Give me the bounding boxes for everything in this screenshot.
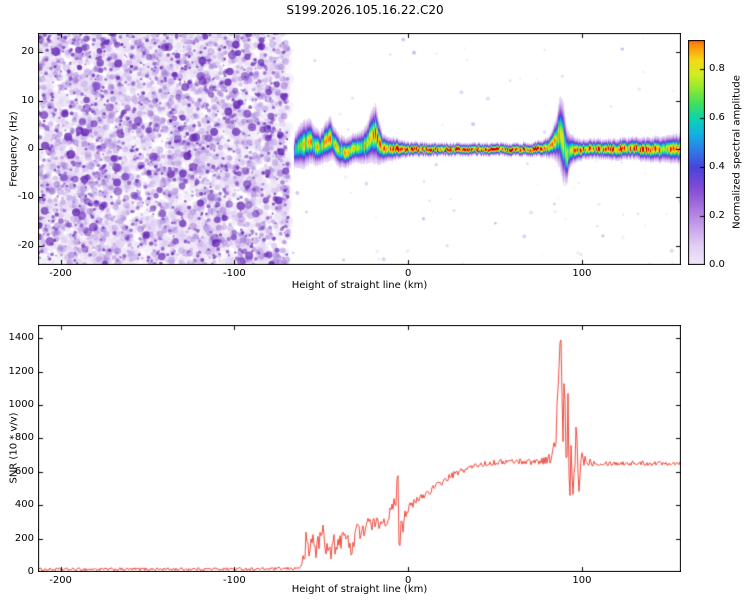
colorbar-tick-label: 0.2 xyxy=(709,210,725,222)
snr-x-axis-label: Height of straight line (km) xyxy=(291,584,428,595)
snr-x-tick-label: 0 xyxy=(404,575,412,586)
snr-y-tick-label: 600 xyxy=(14,465,34,477)
spectrogram-x-tick-label: -200 xyxy=(49,268,72,279)
spectrogram-y-tick-label: -10 xyxy=(17,191,34,203)
colorbar-tick-label: 0.8 xyxy=(709,63,725,75)
snr-y-tick-label: 1000 xyxy=(8,399,34,411)
colorbar-tick-label: 0.0 xyxy=(709,259,725,270)
colorbar-label: Normalized spectral amplitude xyxy=(731,75,743,229)
snr-x-tick-label: 100 xyxy=(572,575,592,586)
spectrogram-x-tick-label: 100 xyxy=(572,268,592,279)
snr-y-tick-label: 400 xyxy=(14,499,34,511)
spectrogram-y-tick-label: -20 xyxy=(17,239,34,251)
colorbar-tick-label: 0.4 xyxy=(709,161,725,173)
spectrogram-y-tick-label: 0 xyxy=(27,143,34,154)
spectrogram-canvas xyxy=(38,33,681,265)
snr-y-tick-label: 800 xyxy=(14,432,34,444)
snr-y-tick-label: 200 xyxy=(14,532,34,544)
snr-canvas xyxy=(38,325,681,572)
spectrogram-y-tick-label: 10 xyxy=(21,94,34,106)
snr-x-tick-label: -200 xyxy=(49,575,72,586)
spectrogram-x-tick-label: 0 xyxy=(404,268,412,279)
snr-y-tick-label: 1200 xyxy=(8,365,34,377)
colorbar-canvas xyxy=(688,40,705,265)
spectrogram-x-axis-label: Height of straight line (km) xyxy=(291,280,428,291)
colorbar-tick-label: 0.6 xyxy=(709,112,725,124)
snr-y-tick-label: 1400 xyxy=(8,332,34,344)
snr-x-tick-label: -100 xyxy=(223,575,246,586)
spectrogram-x-tick-label: -100 xyxy=(223,268,246,279)
spectrogram-y-tick-label: 20 xyxy=(21,46,34,58)
snr-y-tick-label: 0 xyxy=(27,566,34,577)
figure-title: S199.2026.105.16.22.C20 xyxy=(286,3,444,17)
